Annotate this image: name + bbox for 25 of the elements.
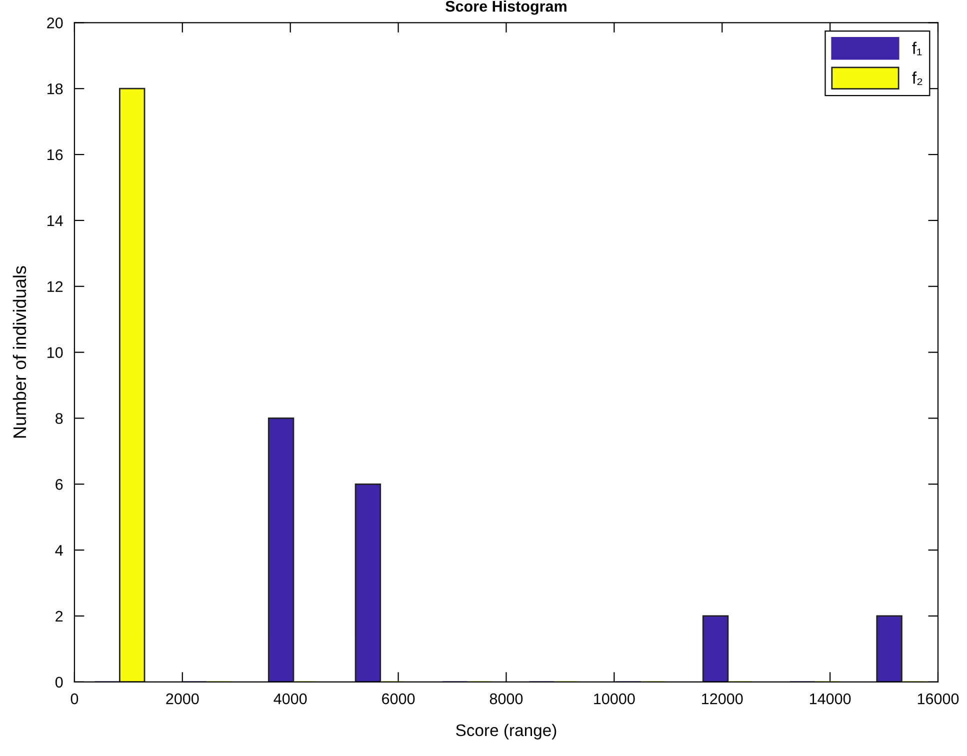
legend-label: f₂	[912, 72, 922, 86]
x-tick-label: 6000	[382, 693, 415, 704]
x-tick-label: 16000	[918, 693, 959, 704]
y-tick-label: 18	[48, 83, 63, 94]
x-tick-label: 10000	[594, 693, 635, 704]
x-tick-label: 12000	[702, 693, 743, 704]
x-tick-label: 0	[70, 693, 78, 704]
x-tick-label: 14000	[810, 693, 851, 704]
legend-label: f₁	[912, 42, 922, 56]
x-tick-label: 8000	[490, 693, 523, 704]
y-tick-label: 14	[48, 215, 63, 226]
chart-title: Score Histogram	[446, 0, 566, 15]
y-tick-label: 20	[47, 18, 63, 28]
y-tick-label: 6	[56, 479, 63, 490]
y-tick-label: 2	[56, 610, 63, 622]
x-axis-title: Score (range)	[456, 724, 556, 740]
y-tick-label: 8	[56, 413, 63, 424]
y-tick-label: 12	[48, 281, 63, 292]
y-tick-label: 16	[48, 149, 63, 160]
y-tick-label: 0	[55, 676, 63, 688]
x-tick-label: 4000	[274, 693, 307, 704]
y-tick-label: 10	[48, 347, 63, 358]
x-tick-label: 2000	[166, 693, 199, 704]
y-tick-label: 4	[55, 545, 63, 556]
y-axis-title: Number of individuals	[12, 266, 26, 438]
